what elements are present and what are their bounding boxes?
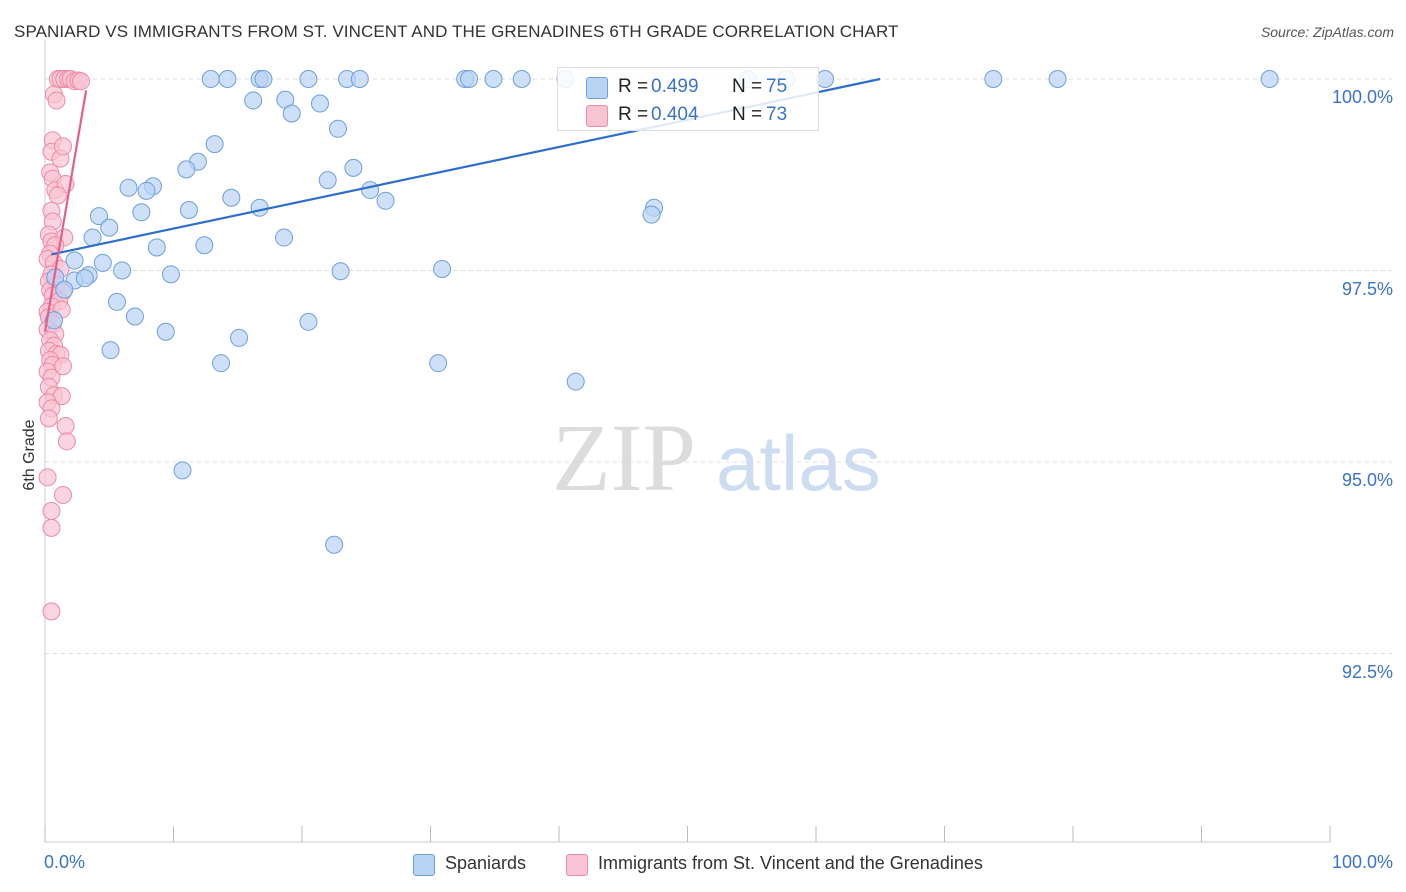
y-tick-label: 95.0% [1341,470,1393,490]
grid-lines [45,78,1392,654]
data-point [642,205,661,224]
data-point [42,602,61,621]
data-point [56,416,75,435]
data-point [344,158,363,177]
stats-box: R = 0.499 N = 75 R = 0.404 N = 73 [557,67,819,131]
data-point [119,178,138,197]
source-credit: Source: ZipAtlas.com [1260,24,1394,40]
data-point [230,328,249,347]
data-point [984,70,1003,88]
data-point [93,253,112,272]
legend-label-immigrants: Immigrants from St. Vincent and the Gren… [598,853,983,873]
data-point [156,322,175,341]
data-point [57,432,76,451]
data-point [433,259,452,278]
data-point [201,70,220,88]
data-point [282,104,301,123]
y-tick-label: 100.0% [1331,87,1393,107]
r-value-blue: 0.499 [651,76,699,97]
blue-series-points [44,70,1279,554]
n-label: N = [732,104,763,125]
blue-swatch [586,77,608,99]
data-point [299,70,318,88]
data-point [53,137,72,156]
data-point [350,70,369,88]
data-point [42,518,61,537]
data-point [177,160,196,179]
data-point [325,535,344,554]
data-point [42,502,61,521]
data-point [195,236,214,255]
data-point [275,228,294,247]
trend-line-immigrants [43,90,88,332]
data-point [222,188,241,207]
data-point [161,265,180,284]
data-point [254,70,273,88]
legend: Spaniards Immigrants from St. Vincent an… [0,852,1406,878]
data-point [113,261,132,280]
data-point [107,292,126,311]
data-point [137,181,156,200]
data-point [173,461,192,480]
data-point [250,198,269,217]
data-point [38,468,57,487]
y-tick-label: 92.5% [1341,661,1393,682]
data-point [53,485,72,504]
data-point [65,251,84,270]
data-point [361,181,380,200]
chart-title: SPANIARD VS IMMIGRANTS FROM ST. VINCENT … [14,22,899,41]
data-point [71,72,90,91]
data-point [212,354,231,373]
x-tick-min: 0.0% [44,852,86,872]
data-point [310,94,329,113]
data-point [218,70,237,88]
data-point [244,91,263,110]
n-value-pink: 73 [766,104,788,125]
data-point [484,70,503,88]
data-point [44,311,63,330]
data-point [429,354,448,373]
r-value-pink: 0.404 [651,104,699,125]
data-point [89,207,108,226]
data-point [147,238,166,257]
r-label: R = [618,76,649,97]
data-point [460,70,479,88]
legend-label-spaniards: Spaniards [445,853,527,873]
legend-blue-swatch [413,854,435,876]
data-point [331,262,350,281]
watermark: ZIP atlas [552,404,881,511]
data-point [100,218,119,237]
watermark-zip: ZIP [552,404,696,511]
pink-series-points [38,70,90,621]
data-point [299,312,318,331]
axes [44,40,1331,843]
n-label: N = [732,76,763,97]
data-point [47,91,66,110]
pink-swatch [586,105,608,127]
x-tick-max: 100.0% [1331,852,1393,872]
data-point [1048,70,1067,88]
data-point [815,70,834,88]
data-point [48,186,67,205]
data-point [179,200,198,219]
data-point [205,135,224,154]
data-point [566,372,585,391]
data-point [1260,70,1279,88]
data-point [132,203,151,222]
data-point [55,280,74,299]
data-point [318,171,337,190]
n-value-blue: 75 [766,76,788,97]
data-point [328,119,347,138]
data-point [125,307,144,326]
data-point [101,341,120,360]
data-point [512,70,531,88]
y-tick-label: 97.5% [1341,278,1393,299]
data-point [376,191,395,210]
r-label: R = [618,104,649,125]
data-point [75,269,94,288]
data-point [39,409,58,428]
legend-pink-swatch [566,854,588,876]
watermark-atlas: atlas [716,419,881,507]
